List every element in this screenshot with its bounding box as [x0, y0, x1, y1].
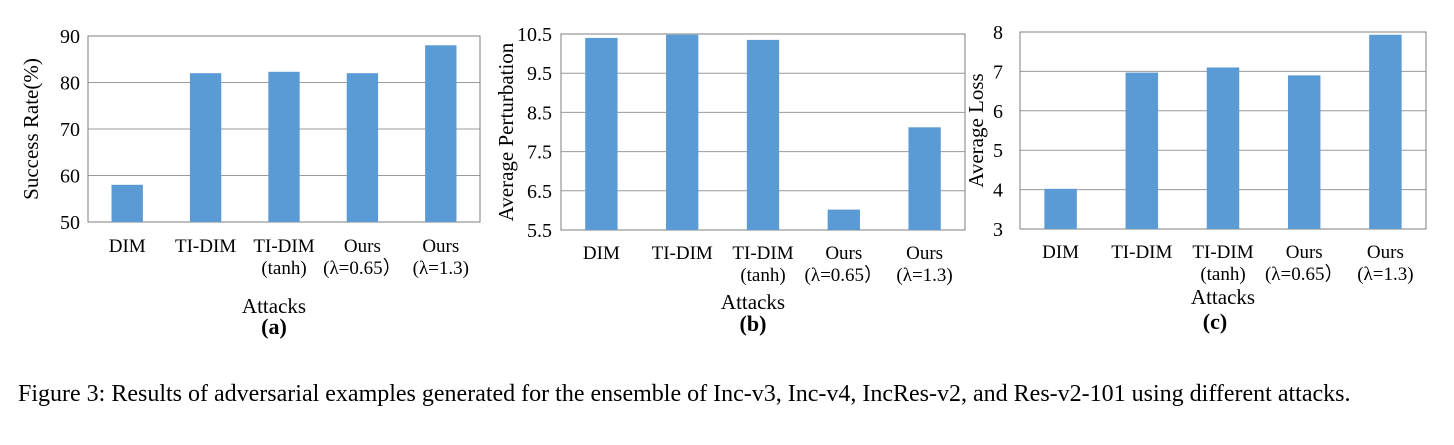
bar [1287, 75, 1321, 229]
x-category-line: (tanh) [1200, 264, 1245, 285]
y-axis-title: Average Perturbation [494, 42, 518, 221]
x-category-line: (λ=1.3) [896, 265, 952, 286]
x-category-line: Ours [1286, 242, 1323, 263]
y-tick-label: 6.5 [527, 181, 552, 203]
x-category-line: DIM [109, 236, 146, 257]
x-category-line: (λ=1.3) [1357, 264, 1413, 285]
bar [827, 209, 860, 230]
x-category-line: Ours [825, 243, 862, 264]
y-tick-label: 3 [993, 219, 1003, 241]
bar [1206, 67, 1240, 230]
x-category-line: TI-DIM [253, 236, 314, 257]
x-category-line: (tanh) [261, 258, 306, 279]
panel-label: (b) [740, 311, 767, 336]
y-tick-label: 60 [60, 166, 80, 188]
x-category-line: TI-DIM [652, 243, 713, 264]
x-category-label: DIM [1042, 242, 1079, 263]
bar [746, 39, 780, 230]
bar [346, 73, 379, 222]
y-tick-label: 7 [993, 61, 1003, 83]
y-tick-label: 70 [60, 119, 80, 141]
y-tick-label: 7.5 [527, 142, 552, 164]
x-axis-title: Attacks [721, 290, 785, 314]
x-category-line: TI-DIM [1192, 242, 1253, 263]
x-category-label: Ours (λ=1.3) [896, 243, 952, 286]
y-tick-label: 4 [993, 180, 1003, 202]
y-axis-title: Success Rate(%) [19, 58, 43, 200]
x-category-line: (λ=0.65） [323, 257, 402, 279]
x-category-label: TI-DIM (tanh) [253, 236, 314, 279]
y-tick-label: 8 [993, 22, 1003, 44]
x-axis-title: Attacks [1191, 285, 1255, 309]
bar [425, 45, 457, 222]
y-tick-label: 5 [993, 140, 1003, 162]
bar [585, 37, 618, 230]
x-category-label: Ours (λ=1.3) [1357, 242, 1413, 285]
bar [1044, 188, 1077, 229]
y-tick-label: 90 [60, 26, 80, 48]
y-tick-label: 80 [60, 73, 80, 95]
x-category-label: Ours (λ=0.65） [1265, 242, 1344, 285]
x-category-line: (λ=0.65） [1265, 263, 1344, 285]
x-category-label: Ours (λ=0.65） [805, 243, 884, 286]
x-category-label: DIM [583, 243, 620, 264]
x-category-line: DIM [1042, 242, 1079, 263]
figure-caption: Figure 3: Results of adversarial example… [18, 381, 1351, 407]
y-tick-label: 10.5 [517, 24, 552, 46]
x-category-label: DIM [109, 236, 146, 257]
x-category-line: TI-DIM [175, 236, 236, 257]
x-category-line: Ours [344, 236, 381, 257]
x-category-label: TI-DIM (tanh) [732, 243, 793, 286]
x-category-label: TI-DIM [652, 243, 713, 264]
x-category-label: TI-DIM [1111, 242, 1172, 263]
x-category-line: DIM [583, 243, 620, 264]
bar [111, 184, 143, 222]
panel-label: (a) [261, 314, 287, 339]
x-category-line: (tanh) [740, 265, 785, 286]
y-tick-label: 9.5 [527, 63, 552, 85]
bar [268, 71, 300, 223]
x-axis-title: Attacks [242, 294, 306, 318]
y-tick-label: 50 [60, 212, 80, 234]
bar [189, 73, 222, 222]
bar [666, 34, 699, 231]
x-category-line: TI-DIM [732, 243, 793, 264]
bar [1125, 72, 1159, 229]
bar [908, 127, 941, 230]
y-tick-label: 5.5 [527, 220, 552, 242]
y-axis-title: Average Loss [964, 73, 988, 188]
x-category-line: TI-DIM [1111, 242, 1172, 263]
x-category-label: Ours (λ=0.65） [323, 236, 402, 279]
bar [1369, 34, 1402, 230]
x-category-label: Ours (λ=1.3) [413, 236, 469, 279]
y-tick-label: 6 [993, 101, 1003, 123]
x-category-line: (λ=0.65） [805, 264, 884, 286]
x-category-line: (λ=1.3) [413, 258, 469, 279]
y-tick-label: 8.5 [527, 102, 552, 124]
x-category-line: Ours [906, 243, 943, 264]
x-category-line: Ours [1367, 242, 1404, 263]
x-category-line: Ours [422, 236, 459, 257]
x-category-label: TI-DIM (tanh) [1192, 242, 1253, 285]
panel-label: (c) [1203, 309, 1227, 334]
x-category-label: TI-DIM [175, 236, 236, 257]
